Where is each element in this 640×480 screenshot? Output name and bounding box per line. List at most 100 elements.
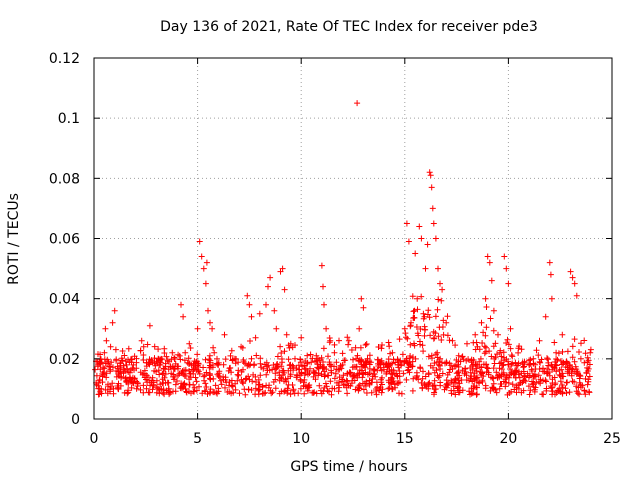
data-point [99,379,106,386]
data-point [234,371,241,378]
data-point [441,386,448,393]
data-point [238,368,245,375]
data-point [171,373,178,380]
data-point [272,366,279,373]
data-point [569,343,576,350]
data-point [102,386,109,393]
data-point [158,385,165,392]
data-point [543,387,550,394]
data-point [92,366,99,373]
data-point [200,265,207,272]
data-point [544,355,550,362]
data-point [327,361,333,368]
data-point [339,376,346,383]
data-point [110,385,117,392]
data-point [566,361,573,368]
y-axis-label: ROTI / TECUs [6,193,22,285]
data-point [509,360,516,367]
data-point [404,335,411,342]
data-point [153,377,160,384]
data-point [549,388,556,395]
data-point [304,352,311,359]
data-point [507,325,514,332]
data-point [140,389,147,396]
data-point [487,315,494,322]
data-point [255,381,262,388]
data-point [327,337,334,344]
data-point [298,334,305,341]
data-point [236,390,243,397]
data-point [266,367,273,374]
data-point [483,304,490,310]
data-point [482,382,489,389]
data-point [508,388,515,395]
data-point [540,365,546,372]
data-point [576,391,583,398]
data-point [196,238,203,245]
data-point [146,389,153,396]
data-point [507,371,513,378]
data-point [375,344,382,350]
data-point [454,369,461,376]
data-point [153,389,160,396]
data-point [308,359,315,366]
data-point [178,383,185,390]
data-point [507,345,514,352]
data-point [430,220,437,227]
data-point [318,371,325,378]
data-point [360,304,367,311]
data-point [248,313,255,320]
data-point [298,369,305,376]
data-point [385,362,392,369]
data-point [495,331,501,338]
data-point [297,385,304,392]
data-point [352,386,359,393]
data-point [206,356,213,363]
data-point [350,356,356,363]
data-point [328,369,335,376]
data-point [427,362,434,369]
data-point [533,379,540,386]
data-point [546,259,553,266]
y-tick-label: 0.08 [49,171,80,187]
data-point [414,306,421,313]
data-point [539,391,546,398]
data-point [205,307,211,314]
data-point [438,297,445,304]
data-point [215,361,222,368]
data-point [301,390,308,397]
x-axis: 0 5 10 15 20 25 [90,58,621,447]
data-point [458,377,465,383]
data-point [124,390,131,397]
data-point [181,372,188,379]
data-point [320,359,326,365]
data-point [422,265,429,272]
data-point [195,360,202,367]
data-point [559,348,566,355]
chart-title: Day 136 of 2021, Rate Of TEC Index for r… [160,19,538,35]
data-point [292,342,298,349]
data-point [186,340,193,347]
data-point [286,344,293,351]
data-point [448,362,454,369]
data-point [536,337,543,344]
data-point [168,356,175,363]
data-point [429,205,436,212]
data-point [576,349,582,355]
x-tick-label: 15 [396,431,414,447]
data-point [268,390,275,397]
data-point [410,308,417,315]
data-point [428,184,435,191]
data-point [410,375,417,382]
data-point [456,389,463,396]
data-point [427,172,434,179]
data-point [335,366,342,373]
data-point [503,265,510,272]
data-point [505,280,512,287]
data-point [564,348,571,355]
data-point [138,337,145,344]
data-point [449,337,456,344]
data-point [93,372,100,379]
data-point [456,380,463,387]
data-point [125,345,132,352]
